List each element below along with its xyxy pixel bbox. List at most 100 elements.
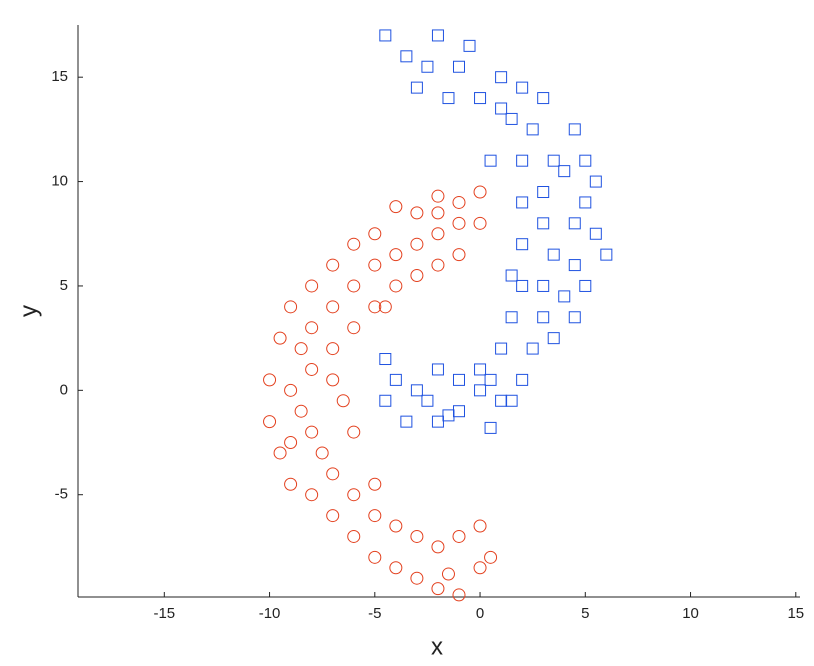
point <box>347 488 361 502</box>
point <box>495 342 508 355</box>
point <box>431 29 444 42</box>
point <box>568 311 581 324</box>
point <box>568 123 581 136</box>
point <box>400 50 413 63</box>
point <box>579 279 592 292</box>
point <box>537 279 550 292</box>
point <box>442 92 455 105</box>
point <box>516 81 529 94</box>
point <box>431 415 444 428</box>
point <box>431 258 445 272</box>
point <box>589 175 602 188</box>
x-tick-label: -5 <box>368 605 381 622</box>
point <box>389 200 403 214</box>
y-axis-label: y <box>15 305 42 317</box>
point <box>537 186 550 199</box>
point <box>537 311 550 324</box>
y-tick-label: 10 <box>51 173 68 190</box>
point <box>305 362 319 376</box>
point <box>326 342 340 356</box>
point <box>579 154 592 167</box>
point <box>336 394 350 408</box>
point <box>537 217 550 230</box>
point <box>516 196 529 209</box>
point <box>294 342 308 356</box>
point <box>284 383 298 397</box>
point <box>516 279 529 292</box>
point <box>431 227 445 241</box>
point <box>505 311 518 324</box>
point <box>505 394 518 407</box>
point <box>442 409 455 422</box>
point <box>326 467 340 481</box>
point <box>305 321 319 335</box>
point <box>368 258 382 272</box>
point <box>558 290 571 303</box>
point <box>537 92 550 105</box>
y-tick-label: 15 <box>51 68 68 85</box>
point <box>558 165 571 178</box>
point <box>284 300 298 314</box>
point <box>568 217 581 230</box>
point <box>547 248 560 261</box>
y-tick-label: -5 <box>55 486 68 503</box>
point <box>452 248 466 262</box>
point <box>516 373 529 386</box>
x-tick-label: -10 <box>259 605 281 622</box>
point <box>474 92 487 105</box>
point <box>452 60 465 73</box>
point <box>305 425 319 439</box>
point <box>431 363 444 376</box>
point <box>400 415 413 428</box>
point <box>473 185 487 199</box>
point <box>600 248 613 261</box>
point <box>389 519 403 533</box>
x-axis-label: x <box>431 633 443 660</box>
point <box>347 425 361 439</box>
point <box>505 269 518 282</box>
point <box>568 259 581 272</box>
point <box>326 373 340 387</box>
point <box>389 279 403 293</box>
point <box>347 321 361 335</box>
point <box>273 331 287 345</box>
point <box>347 237 361 251</box>
point <box>484 550 498 564</box>
y-tick-label: 5 <box>60 277 68 294</box>
point <box>579 196 592 209</box>
point <box>315 446 329 460</box>
y-tick-label: 0 <box>60 381 68 398</box>
point <box>410 206 424 220</box>
point <box>326 509 340 523</box>
point <box>389 373 402 386</box>
point <box>431 582 445 596</box>
point <box>263 373 277 387</box>
point <box>410 237 424 251</box>
point <box>452 588 466 602</box>
point <box>326 300 340 314</box>
point <box>379 353 392 366</box>
point <box>473 519 487 533</box>
point <box>368 300 382 314</box>
point <box>452 373 465 386</box>
point <box>379 394 392 407</box>
point <box>495 71 508 84</box>
point <box>526 123 539 136</box>
point <box>273 446 287 460</box>
point <box>305 279 319 293</box>
point <box>484 421 497 434</box>
point <box>431 540 445 554</box>
point <box>516 154 529 167</box>
x-tick-label: 5 <box>581 605 589 622</box>
point <box>305 488 319 502</box>
point <box>473 561 487 575</box>
point <box>347 529 361 543</box>
point <box>389 248 403 262</box>
point <box>484 154 497 167</box>
point <box>263 415 277 429</box>
point <box>463 39 476 52</box>
point <box>441 567 455 581</box>
point <box>547 332 560 345</box>
point <box>495 394 508 407</box>
